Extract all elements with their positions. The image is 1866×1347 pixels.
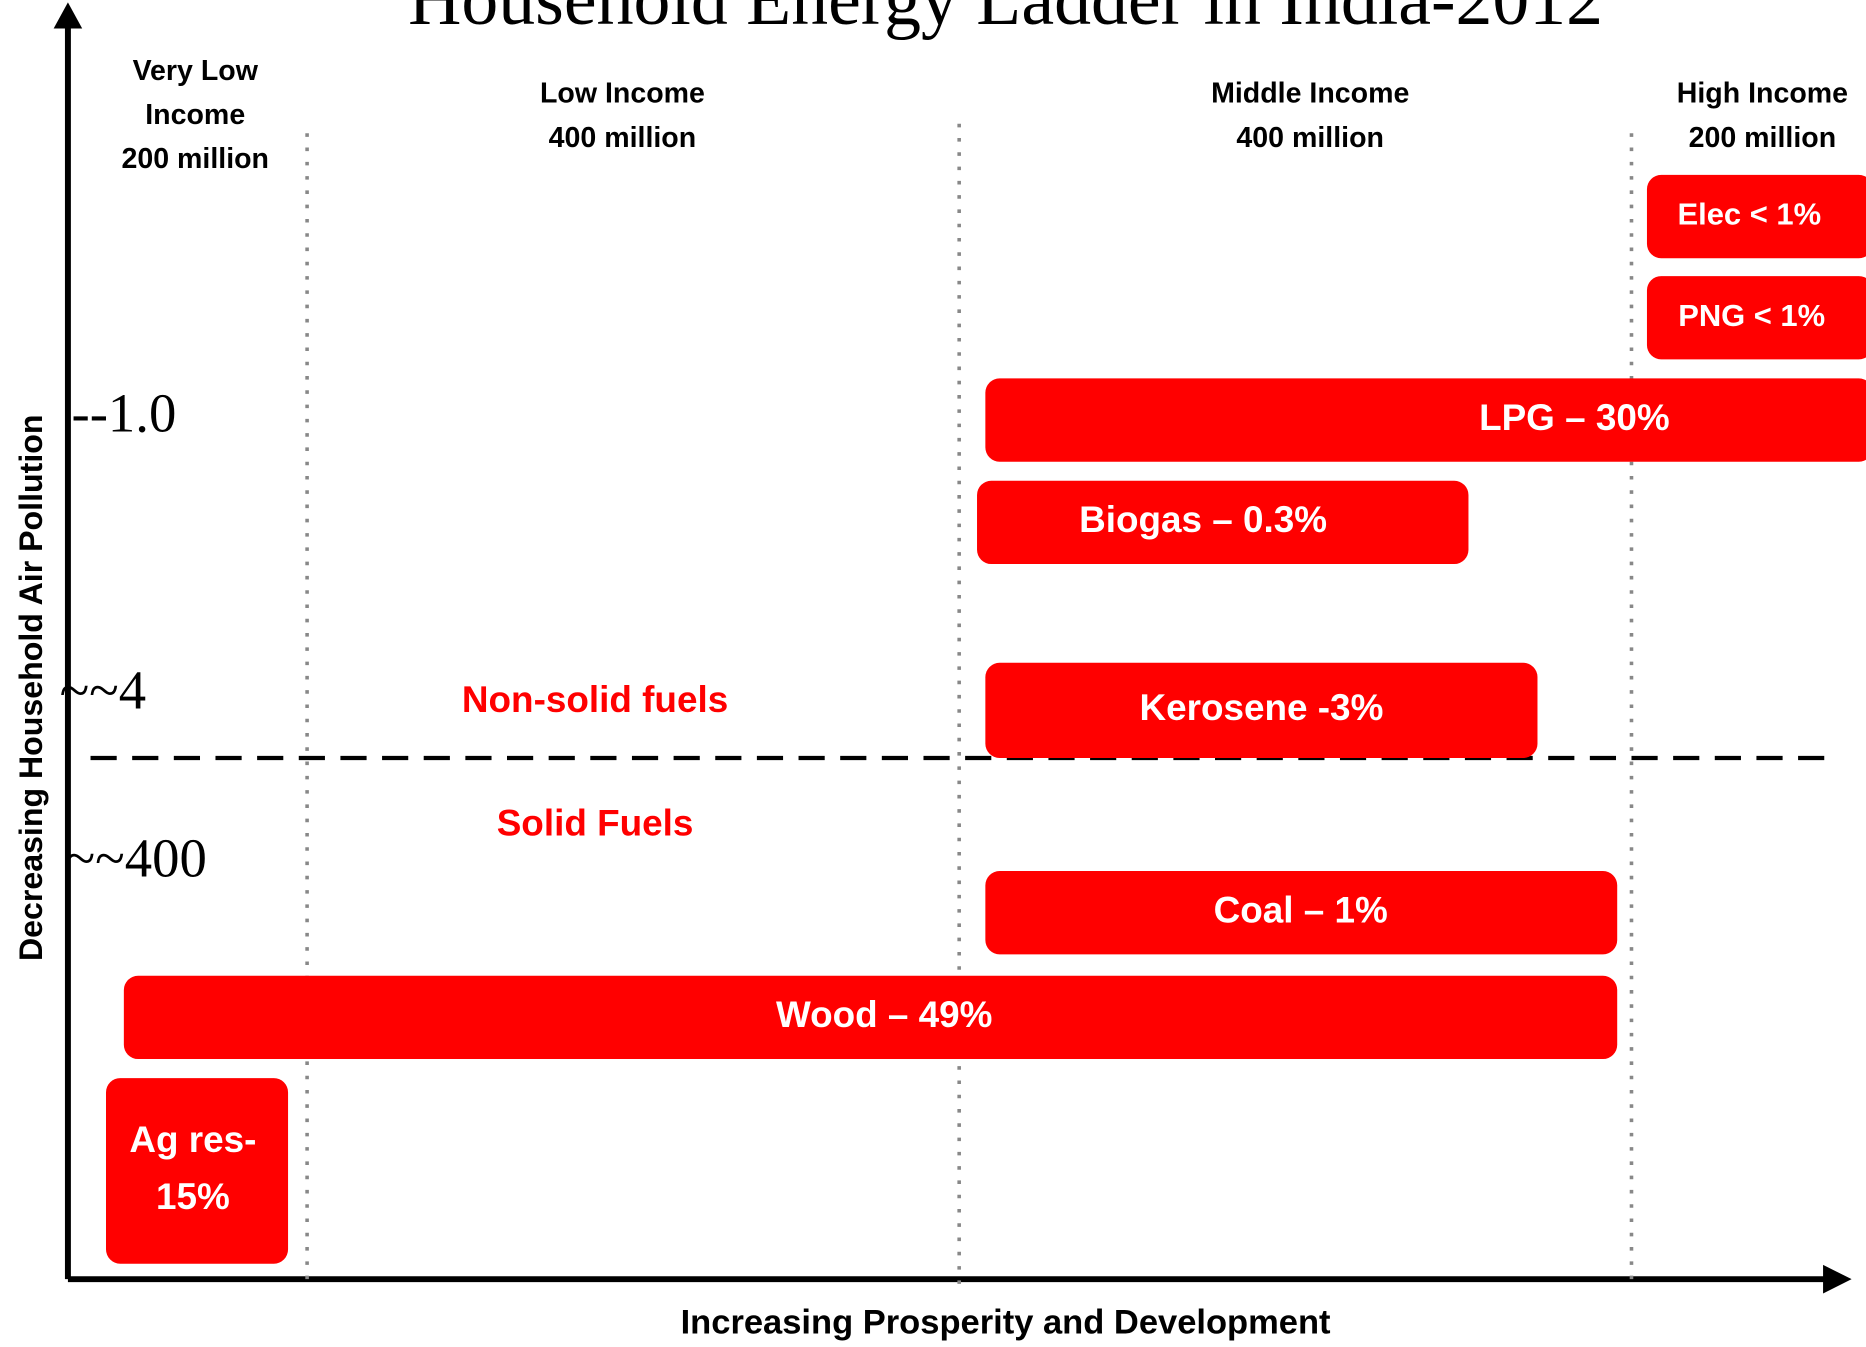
fuel-label: Coal – 1%: [1214, 889, 1388, 930]
fuel-box: [1646, 276, 1866, 360]
fuel-label: Elec < 1%: [1678, 197, 1822, 232]
fuel-label: LPG – 30%: [1479, 397, 1670, 438]
region-label: Solid Fuels: [497, 803, 694, 844]
x-axis-label: Increasing Prosperity and Development: [681, 1304, 1331, 1342]
fuel-label: Wood – 49%: [776, 994, 993, 1035]
fuel-box: [123, 975, 1618, 1060]
pollution-level: ~~400: [66, 827, 207, 888]
fuel-box: [105, 1078, 289, 1264]
y-axis-label: Decreasing Household Air Pollution: [13, 415, 49, 962]
income-label: Middle Income: [1211, 78, 1409, 110]
x-arrow: [1823, 1264, 1852, 1294]
income-label: Low Income: [540, 78, 705, 110]
income-label: High Income: [1677, 78, 1848, 110]
income-label: Income: [145, 99, 245, 131]
income-label: Very Low: [133, 55, 259, 87]
fuel-label: Ag res-: [129, 1119, 256, 1160]
fuel-box: [985, 662, 1538, 758]
income-label: 200 million: [1689, 122, 1837, 154]
fuel-box: [977, 480, 1469, 565]
region-label: Non-solid fuels: [462, 679, 728, 720]
fuel-label: PNG < 1%: [1678, 298, 1825, 333]
fuel-box: [985, 378, 1866, 462]
income-label: 200 million: [121, 143, 269, 175]
pollution-level: --1.0: [71, 382, 176, 443]
income-label: 400 million: [1236, 122, 1384, 154]
fuel-label: 15%: [156, 1176, 230, 1217]
fuel-label: Biogas – 0.3%: [1079, 499, 1327, 540]
income-label: 400 million: [549, 122, 697, 154]
y-arrow: [53, 2, 83, 29]
title: Household Energy Ladder in India-2012: [408, 0, 1603, 40]
fuel-box: [1646, 174, 1866, 259]
fuel-label: Kerosene -3%: [1139, 687, 1383, 728]
fuel-box: [985, 871, 1618, 955]
pollution-level: ~~4: [60, 660, 147, 721]
